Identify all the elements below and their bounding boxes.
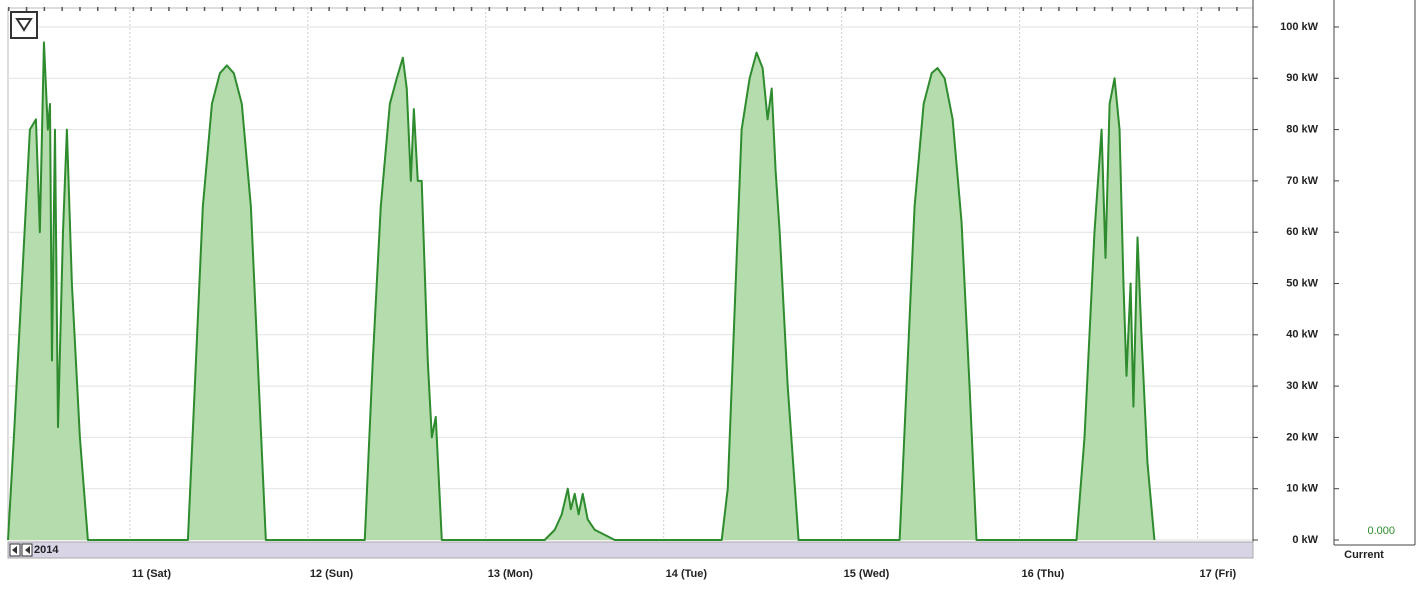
menu-icon [15,18,33,32]
x-tick-label: 13 (Mon) [488,568,534,580]
area-fill [8,42,1155,541]
x-tick-label: 11 (Sat) [132,568,171,580]
y-tick-label: 0 kW [1292,534,1318,546]
marks [7,41,1156,541]
y-tick-label: 60 kW [1286,226,1318,238]
scroll-bar[interactable] [7,541,1254,559]
y-tick-label: 100 kW [1280,21,1319,33]
year-label: 2014 [34,544,59,556]
prev-icon [25,546,30,554]
y-tick-label: 40 kW [1286,329,1318,341]
x-tick-label: 12 (Sun) [310,568,354,580]
x-tick-label: 14 (Tue) [666,568,708,580]
x-tick-label: 17 (Fri) [1199,568,1236,580]
y-tick-label: 20 kW [1286,431,1318,443]
y-tick-label: 50 kW [1286,277,1318,289]
y-tick-label: 30 kW [1286,380,1318,392]
first-icon [12,546,17,554]
current-label: Current [1344,549,1384,561]
y-tick-label: 10 kW [1286,483,1318,495]
current-value: 0.000 [1367,525,1395,537]
x-tick-label: 15 (Wed) [844,568,890,580]
y-tick-label: 70 kW [1286,175,1318,187]
x-tick-label: 16 (Thu) [1022,568,1065,580]
area-line [7,41,1156,541]
menu-button[interactable] [10,11,38,39]
y-tick-label: 90 kW [1286,72,1318,84]
y-tick-label: 80 kW [1286,123,1318,135]
